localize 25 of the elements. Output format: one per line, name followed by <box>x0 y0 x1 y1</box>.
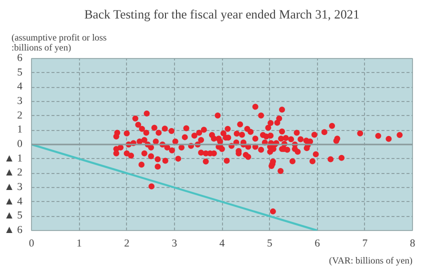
x-tick-label: 0 <box>28 238 34 250</box>
y-tick-label: ▲ 1 <box>4 153 23 164</box>
y-tick-label: 2 <box>17 110 22 122</box>
x-axis-title: (VAR: billions of yen) <box>328 256 413 266</box>
y-tick-label: ▲ 6 <box>4 225 24 236</box>
x-tick-label: 2 <box>124 238 130 250</box>
y-tick-label: ▲ 4 <box>4 196 24 208</box>
x-tick-label: 8 <box>410 238 416 250</box>
x-tick-label: 4 <box>219 238 226 250</box>
y-tick-label: ▲ 5 <box>4 210 23 222</box>
y-tick-label: 0 <box>17 139 22 150</box>
x-tick-label: 3 <box>172 238 178 250</box>
y-tick-label: ▲ 3 <box>4 182 23 193</box>
x-tick-label: 7 <box>362 238 368 250</box>
y-tick-label: 5 <box>17 67 22 78</box>
y-tick-label: ▲ 2 <box>4 168 23 179</box>
y-tick-label: 1 <box>17 124 22 136</box>
chart-title: Back Testing for the fiscal year ended March 31, 2021 <box>84 8 360 22</box>
y-tick-label: 6 <box>17 53 24 64</box>
y-tick-label: 4 <box>17 82 24 93</box>
x-tick-label: 1 <box>76 238 82 250</box>
y-axis-title: (assumptive profit or loss :billions of yen) <box>12 34 107 54</box>
x-tick-label: 5 <box>266 238 272 250</box>
y-tick-label: 3 <box>17 96 22 107</box>
x-tick-label: 6 <box>314 238 321 250</box>
